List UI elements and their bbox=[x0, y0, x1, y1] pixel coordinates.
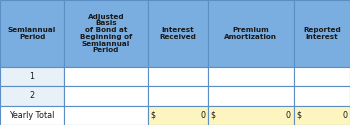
Bar bbox=[64, 106, 148, 125]
Text: 1: 1 bbox=[30, 72, 35, 81]
Bar bbox=[208, 86, 294, 106]
Bar bbox=[64, 0, 148, 67]
Bar bbox=[64, 67, 148, 86]
Bar bbox=[0, 0, 64, 67]
Bar bbox=[294, 67, 350, 86]
Text: 0: 0 bbox=[286, 111, 291, 120]
Bar bbox=[208, 106, 294, 125]
Text: Reported
Interest: Reported Interest bbox=[303, 27, 341, 40]
Bar bbox=[208, 0, 294, 67]
Text: 0: 0 bbox=[200, 111, 205, 120]
Text: $: $ bbox=[296, 111, 301, 120]
Text: Premium
Amortization: Premium Amortization bbox=[224, 27, 277, 40]
Bar bbox=[148, 0, 208, 67]
Bar bbox=[148, 106, 208, 125]
Bar bbox=[0, 106, 64, 125]
Text: Semiannual
Period: Semiannual Period bbox=[8, 27, 56, 40]
Bar bbox=[148, 86, 208, 106]
Text: 2: 2 bbox=[29, 92, 35, 100]
Bar bbox=[64, 86, 148, 106]
Bar bbox=[294, 106, 350, 125]
Bar bbox=[148, 67, 208, 86]
Text: 0: 0 bbox=[342, 111, 347, 120]
Text: $: $ bbox=[211, 111, 216, 120]
Text: Yearly Total: Yearly Total bbox=[9, 111, 55, 120]
Bar bbox=[0, 67, 64, 86]
Bar bbox=[208, 67, 294, 86]
Bar bbox=[294, 0, 350, 67]
Bar bbox=[0, 86, 64, 106]
Bar bbox=[294, 86, 350, 106]
Text: Adjusted
Basis
of Bond at
Beginning of
Semiannual
Period: Adjusted Basis of Bond at Beginning of S… bbox=[80, 14, 132, 53]
Text: Interest
Received: Interest Received bbox=[160, 27, 196, 40]
Text: $: $ bbox=[150, 111, 156, 120]
